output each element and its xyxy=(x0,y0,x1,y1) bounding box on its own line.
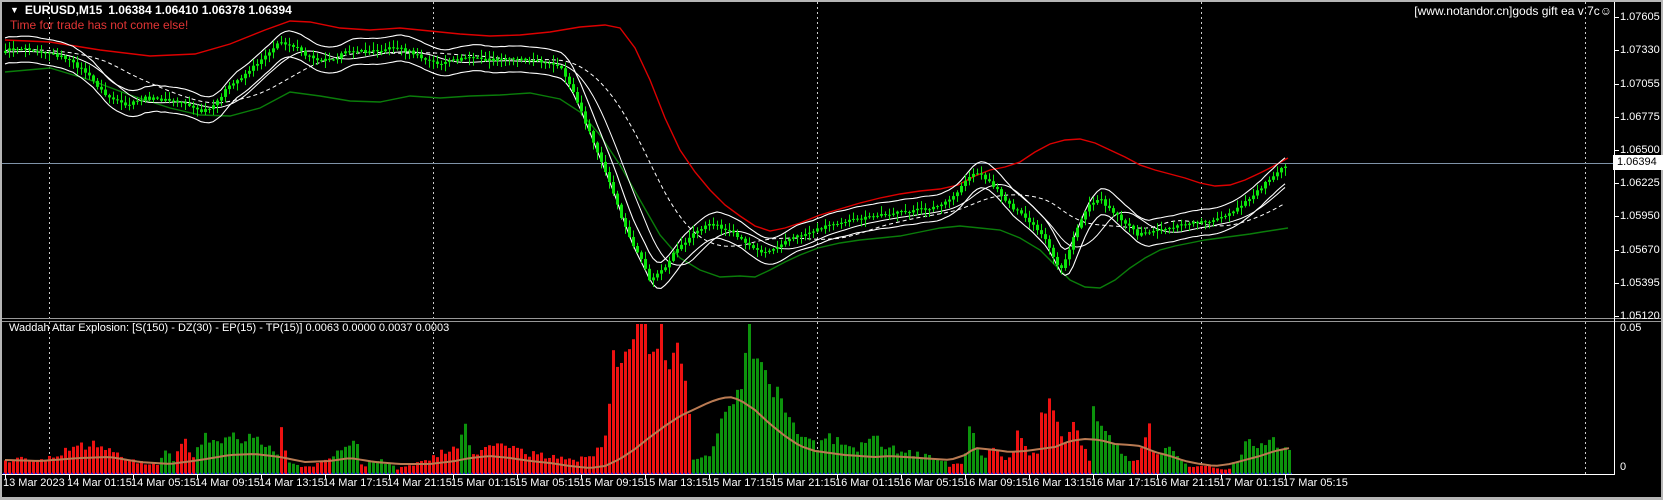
price-axis-label: 1.06500 xyxy=(1620,144,1660,156)
window-frame xyxy=(1661,0,1663,500)
time-axis-label: 15 Mar 17:15 xyxy=(707,477,772,489)
current-price-label: 1.06394 xyxy=(1613,155,1663,170)
time-axis-label: 14 Mar 13:15 xyxy=(259,477,324,489)
time-axis-label: 14 Mar 21:15 xyxy=(387,477,452,489)
window-frame xyxy=(0,0,2,500)
indicator-scale-zero-label: 0 xyxy=(1620,461,1627,473)
time-axis-label: 13 Mar 2023 xyxy=(3,477,65,489)
price-axis-label: 1.05120 xyxy=(1620,310,1660,322)
time-axis-label: 16 Mar 17:15 xyxy=(1091,477,1156,489)
time-axis-label: 15 Mar 05:15 xyxy=(515,477,580,489)
price-axis-label: 1.07330 xyxy=(1620,44,1660,56)
chart-header: ▼ EURUSD,M15 1.06384 1.06410 1.06378 1.0… xyxy=(10,3,292,17)
time-axis-label: 14 Mar 17:15 xyxy=(323,477,388,489)
chart-ohlc: 1.06384 1.06410 1.06378 1.06394 xyxy=(108,3,292,17)
time-axis-label: 16 Mar 01:15 xyxy=(835,477,900,489)
time-axis-label: 15 Mar 13:15 xyxy=(643,477,708,489)
price-axis-label: 1.07055 xyxy=(1620,78,1660,90)
time-axis-label: 14 Mar 05:15 xyxy=(131,477,196,489)
window-frame xyxy=(0,0,1663,2)
window-frame xyxy=(0,497,1663,500)
indicator-scale-top-label: 0.05 xyxy=(1620,322,1642,334)
time-axis-label: 17 Mar 01:15 xyxy=(1219,477,1284,489)
time-axis-label: 16 Mar 09:15 xyxy=(963,477,1028,489)
symbol-dropdown-icon[interactable]: ▼ xyxy=(10,5,19,15)
time-axis-label: 15 Mar 21:15 xyxy=(771,477,836,489)
price-axis-label: 1.05950 xyxy=(1620,210,1660,222)
price-axis-label: 1.06775 xyxy=(1620,111,1660,123)
time-axis-label: 15 Mar 01:15 xyxy=(451,477,516,489)
price-axis-label: 1.07605 xyxy=(1620,11,1660,23)
price-axis-label: 1.06225 xyxy=(1620,177,1660,189)
chart-title: EURUSD,M15 xyxy=(24,3,103,17)
ea-watermark-text: [www.notandor.cn]gods gift ea v 7c☺ xyxy=(1414,4,1612,18)
price-axis-label: 1.05670 xyxy=(1620,244,1660,256)
time-axis-label: 17 Mar 05:15 xyxy=(1283,477,1348,489)
time-axis-label: 16 Mar 21:15 xyxy=(1155,477,1220,489)
indicator-label: Waddah Attar Explosion: [S(150) - DZ(30)… xyxy=(9,322,450,334)
price-axis-label: 1.05395 xyxy=(1620,277,1660,289)
time-axis-label: 14 Mar 01:15 xyxy=(67,477,132,489)
time-axis-label: 15 Mar 09:15 xyxy=(579,477,644,489)
time-axis-label: 16 Mar 13:15 xyxy=(1027,477,1092,489)
time-axis-label: 16 Mar 05:15 xyxy=(899,477,964,489)
time-axis-label: 14 Mar 09:15 xyxy=(195,477,260,489)
ea-comment-text: Time for trade has not come else! xyxy=(10,18,189,32)
